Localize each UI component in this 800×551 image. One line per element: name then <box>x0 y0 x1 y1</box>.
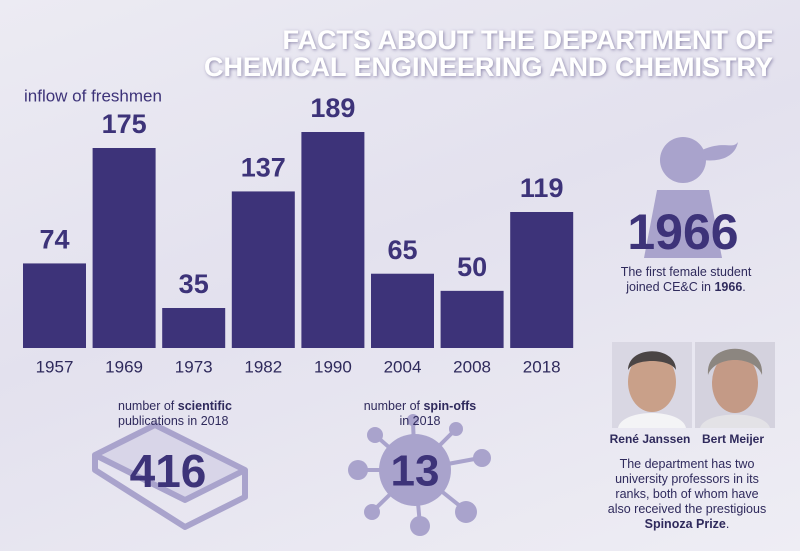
spinoffs-label: number of spin-offs in 2018 <box>360 399 480 429</box>
title-line: FACTS ABOUT THE DEPARTMENT OF <box>283 25 773 55</box>
text: The department has two university profes… <box>607 457 767 516</box>
value-label: 175 <box>102 109 147 139</box>
x-tick-label: 1973 <box>175 357 213 376</box>
value-label: 74 <box>39 225 69 255</box>
value-label: 119 <box>520 173 564 203</box>
spinoff-count: 13 <box>391 447 440 496</box>
text: scientific <box>177 399 232 413</box>
text: . <box>725 517 730 531</box>
x-tick-label: 1990 <box>314 357 352 376</box>
bar <box>510 212 574 348</box>
bar <box>301 132 365 348</box>
text: publications in 2018 <box>118 414 229 428</box>
woman-icon <box>644 137 738 258</box>
female-student-text: The first female student joined CE&C in … <box>612 265 760 295</box>
publications-label: number of scientific publications in 201… <box>118 399 243 429</box>
text: in 2018 <box>399 414 441 428</box>
professor-name: Bert Meijer <box>702 432 764 446</box>
value-label: 189 <box>310 93 355 123</box>
value-label: 35 <box>179 269 209 299</box>
text: Spinoza Prize <box>644 517 726 531</box>
text: number of <box>118 399 178 413</box>
x-tick-label: 2004 <box>384 357 422 376</box>
x-tick-label: 2018 <box>523 357 561 376</box>
value-label: 137 <box>241 153 286 183</box>
book-icon <box>92 422 248 530</box>
bar <box>92 148 156 348</box>
professors-text: The department has two university profes… <box>607 457 767 532</box>
title-line: CHEMICAL ENGINEERING AND CHEMISTRY <box>204 52 773 82</box>
value-label: 50 <box>457 252 487 282</box>
professor-name: René Janssen <box>610 432 691 446</box>
chart-subtitle: inflow of freshmen <box>24 86 162 105</box>
publications-count: 416 <box>130 445 207 497</box>
bar <box>231 191 295 348</box>
value-label: 65 <box>387 235 417 265</box>
x-tick-label: 1982 <box>244 357 282 376</box>
text: The first female student joined CE&C in <box>620 265 752 294</box>
bar <box>23 263 86 348</box>
bar <box>371 273 434 348</box>
x-tick-label: 2008 <box>453 357 491 376</box>
professor-photos <box>612 342 775 428</box>
x-tick-label: 1957 <box>36 357 74 376</box>
x-tick-label: 1969 <box>105 357 143 376</box>
text: number of <box>363 399 424 413</box>
text: . <box>742 280 746 294</box>
bar <box>440 290 504 348</box>
text: 1966 <box>714 280 743 294</box>
female-year: 1966 <box>627 204 738 260</box>
bar <box>162 308 226 348</box>
spinoff-icon <box>348 414 491 536</box>
text: spin-offs <box>423 399 477 413</box>
